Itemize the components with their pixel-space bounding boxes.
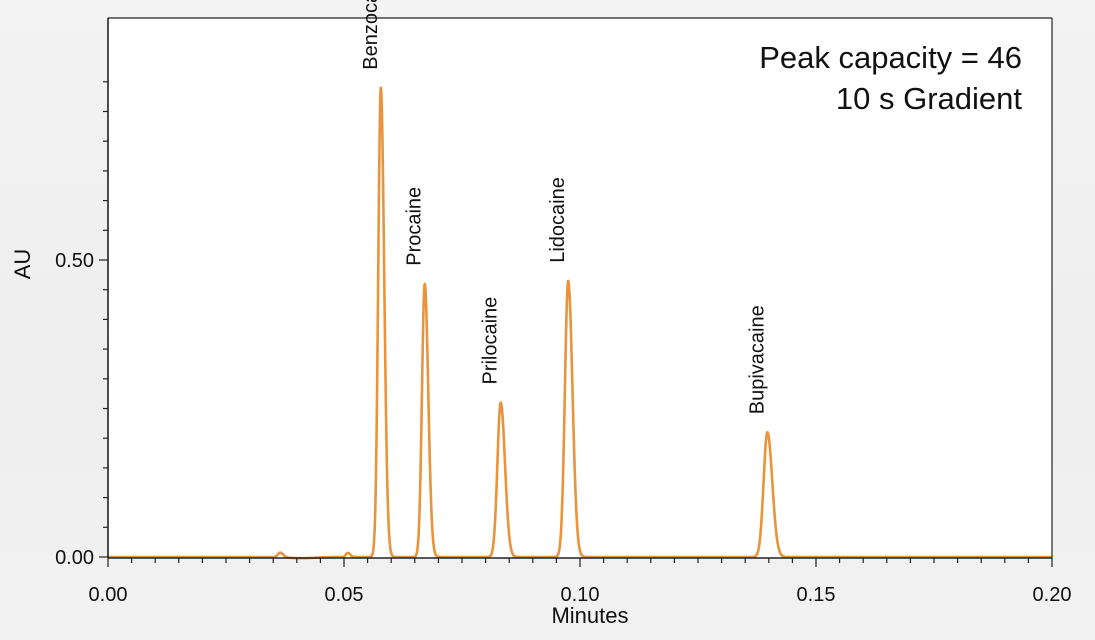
labels-group: 0.00 0.05 0.10 0.15 0.20 0.00 0.50 Benzocaine Pr… — [55, 0, 1071, 606]
x-tick-label: 0.20 — [1033, 584, 1072, 606]
gradient-annotation: 10 s Gradient — [836, 81, 1022, 116]
plot-area — [108, 18, 1052, 558]
x-tick-label: 0.00 — [89, 584, 128, 606]
ticks-group — [99, 81, 1053, 567]
peak-label-procaine: Procaine — [404, 187, 426, 266]
x-tick-label: 0.15 — [797, 584, 836, 606]
y-tick-label: 0.50 — [55, 250, 94, 272]
peak-label-benzocaine: Benzocaine — [360, 0, 382, 70]
y-tick-label: 0.00 — [55, 547, 94, 569]
peak-label-bupivacaine: Bupivacaine — [746, 305, 768, 414]
peak-capacity-annotation: Peak capacity = 46 — [759, 40, 1022, 75]
y-axis-title: AU — [10, 249, 35, 280]
peak-label-prilocaine: Prilocaine — [480, 297, 502, 385]
peak-label-lidocaine: Lidocaine — [547, 177, 569, 263]
x-axis-title: Minutes — [551, 603, 628, 628]
trace-group — [107, 86, 1053, 560]
chromatogram-trace — [107, 86, 1053, 560]
x-tick-label: 0.05 — [325, 584, 364, 606]
x-tick-label: 0.10 — [561, 584, 600, 606]
